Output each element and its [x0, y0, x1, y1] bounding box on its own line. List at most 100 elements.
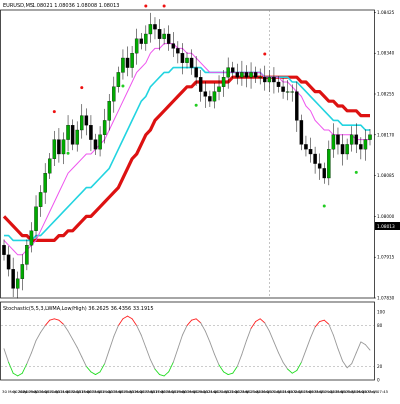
stochastic-segment — [104, 349, 110, 365]
stochastic-segment — [355, 341, 362, 354]
stochastic-segment — [346, 363, 353, 369]
candle-body — [189, 57, 194, 68]
stochastic-tick-label: 100 — [377, 310, 385, 315]
stochastic-segment — [223, 371, 229, 376]
candle-body — [359, 144, 363, 150]
candle-body — [368, 134, 372, 140]
stochastic-segment — [259, 318, 266, 324]
stochastic-segment — [49, 318, 55, 321]
stochastic-segment — [255, 318, 261, 322]
candle-body — [281, 86, 285, 92]
stochastic-segment — [17, 372, 23, 377]
candle-body — [363, 139, 368, 150]
time-tick-label: 31 May 00:25 — [245, 389, 272, 394]
stochastic-segment — [26, 352, 32, 365]
time-tick-label: 31 May 01:45 — [266, 389, 293, 394]
stochastic-segment — [31, 340, 37, 354]
stochastic-segment — [72, 338, 78, 348]
sell-signal-dot — [144, 4, 148, 8]
oscillator-panel-frame — [0, 301, 375, 381]
price-tick-label: 1.08085 — [377, 173, 395, 178]
stochastic-segment — [246, 327, 252, 342]
candle-body — [84, 115, 89, 126]
candle-body — [272, 77, 276, 83]
candle-body — [295, 91, 299, 121]
candle-body — [249, 72, 253, 78]
stochastic-segment — [95, 371, 101, 376]
candle-body — [153, 24, 157, 30]
time-tick-label: 31 May 07:05 — [351, 389, 378, 394]
candle-body — [112, 86, 116, 102]
time-tick-label: 30 May 15:45 — [108, 389, 135, 394]
stochastic-segment — [177, 334, 183, 350]
stochastic-segment — [168, 361, 174, 373]
candle-body — [349, 134, 354, 145]
stochastic-segment — [172, 348, 179, 363]
stochastic-segment — [328, 323, 334, 336]
candle-body — [134, 38, 139, 54]
candle-body — [38, 192, 43, 207]
ohlc-readout: 1.08021 1.08036 1.08008 1.08013 — [32, 3, 119, 9]
candle-body — [345, 144, 349, 155]
stochastic-segment — [337, 348, 343, 362]
price-tick-label: 1.07915 — [377, 255, 395, 260]
time-tick-label: 30 May 23:05 — [224, 389, 251, 394]
stochastic-segment — [332, 334, 339, 350]
candle-body — [308, 149, 313, 155]
candle-body — [162, 33, 166, 39]
candle-body — [93, 139, 98, 150]
time-tick-label: 30 May 15:05 — [97, 389, 124, 394]
sell-signal-dot — [162, 4, 166, 8]
stochastic-segment — [264, 322, 270, 332]
price-tick-label: 1.08255 — [377, 92, 395, 97]
stochastic-segment — [35, 331, 42, 342]
candle-body — [148, 24, 153, 35]
buy-signal-dot — [354, 170, 358, 174]
candle-body — [244, 72, 249, 78]
candle-body — [230, 67, 235, 73]
price-tick-label: 1.07830 — [377, 296, 395, 301]
time-tick-label: 30 May 11:05 — [34, 389, 61, 394]
stochastic-tick-label: 0 — [377, 378, 380, 383]
current-price-label: 1.08013 — [377, 224, 395, 230]
stochastic-segment — [99, 363, 106, 373]
stochastic-segment — [204, 330, 211, 343]
stochastic-segment — [140, 334, 147, 348]
candle-body — [29, 230, 34, 246]
stochastic-tick-label: 80 — [377, 323, 383, 328]
candle-body — [240, 72, 244, 78]
buy-signal-dot — [121, 84, 125, 88]
stochastic-segment — [351, 352, 357, 365]
time-tick-label: 31 May 02:25 — [277, 389, 304, 394]
stochastic-segment — [323, 319, 330, 325]
stochastic-segment — [287, 368, 293, 374]
stochastic-segment — [63, 323, 69, 332]
stochastic-segment — [163, 371, 170, 377]
time-tick-label: 31 May 07:45 — [361, 389, 388, 394]
time-tick-label: 30 May 18:25 — [150, 389, 177, 394]
stochastic-segment — [81, 356, 87, 367]
candle-body — [185, 57, 189, 63]
candle-body — [116, 72, 121, 87]
candle-body — [61, 139, 66, 155]
candle-body — [102, 120, 107, 135]
stochastic-segment — [282, 361, 289, 370]
stochastic-segment — [186, 319, 193, 327]
stochastic-segment — [117, 318, 124, 327]
stochastic-segment — [76, 346, 83, 358]
candle-body — [15, 278, 20, 289]
candle-body — [25, 245, 29, 265]
time-tick-label: 30 May 13:05 — [65, 389, 92, 394]
stochastic-tick-label: 20 — [377, 364, 383, 369]
candle-body — [52, 139, 57, 159]
price-tick-label: 1.08340 — [377, 51, 395, 56]
buy-signal-dot — [66, 151, 70, 155]
stochastic-segment — [108, 336, 115, 351]
buy-signal-dot — [322, 204, 326, 208]
candle-body — [125, 57, 130, 68]
candle-body — [47, 158, 52, 174]
time-tick-label: 30 May 13:45 — [76, 389, 103, 394]
time-tick-label: 31 May 01:05 — [256, 389, 283, 394]
time-tick-label: 31 May 06:25 — [340, 389, 367, 394]
